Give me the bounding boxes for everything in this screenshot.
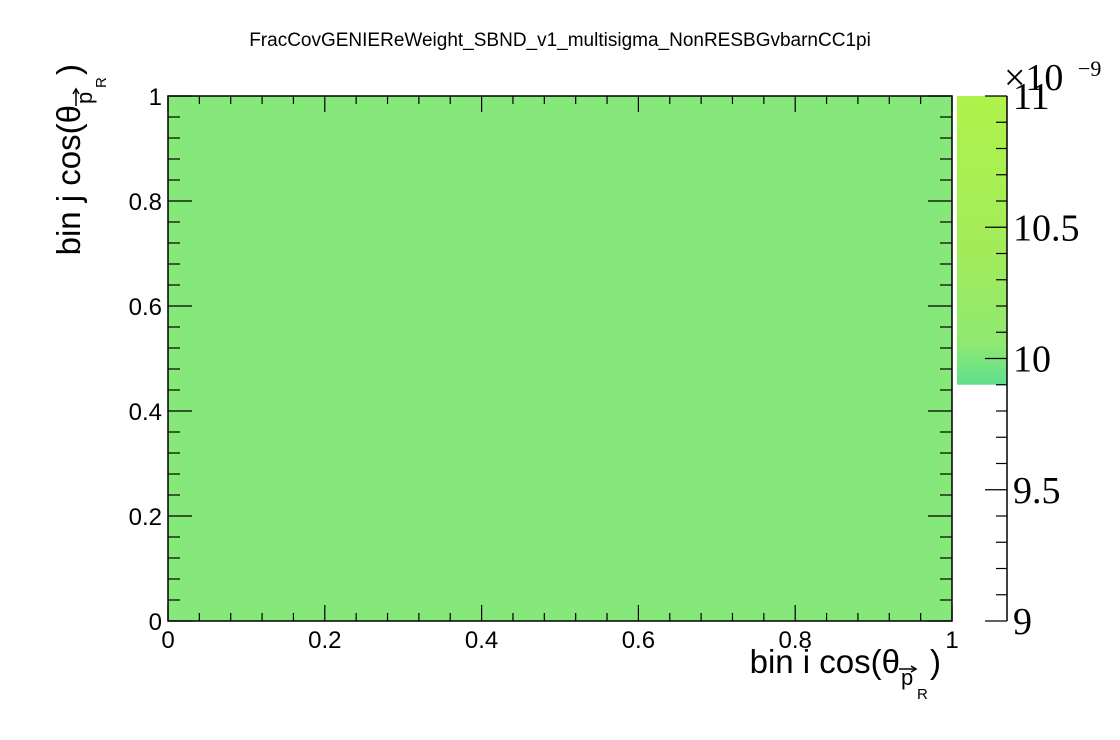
y-tick-label: 1 [149, 84, 162, 111]
y-axis-label-subscript: p [72, 92, 97, 104]
plot-frame [167, 95, 953, 622]
colorbar-tick-label: 10.5 [1013, 207, 1080, 249]
x-tick-label: 0.2 [308, 627, 341, 654]
y-axis-label-main: bin j cos(θ [50, 105, 87, 255]
colorbar-exponent-base: ×10 [1004, 57, 1063, 99]
y-axis-ticks [168, 95, 952, 622]
x-axis-label-main: bin i cos(θ [750, 643, 900, 680]
colorbar-tick-label: 10 [1013, 339, 1051, 381]
y-tick-label: 0.4 [129, 399, 162, 426]
x-tick-label: 0 [161, 627, 174, 654]
y-tick-label: 0 [149, 609, 162, 636]
x-axis-label-vector-arrow-head [910, 665, 918, 673]
x-tick-label: 1 [945, 627, 958, 654]
y-axis-label-sub-subscript: R [93, 77, 110, 88]
x-tick-label: 0.8 [779, 627, 812, 654]
y-axis-tick-labels: 0 0.2 0.4 0.6 0.8 1 [129, 84, 162, 636]
colorbar-tick-label: 9 [1013, 601, 1032, 643]
heatmap-cell-0 [168, 96, 952, 621]
colorbar-fill [957, 96, 1007, 385]
x-axis-label-sub-subscript: R [917, 686, 928, 703]
y-axis-label: bin j cos(θ p R ) [50, 64, 110, 255]
y-tick-label: 0.2 [129, 504, 162, 531]
heatmap-cells [168, 96, 952, 621]
y-tick-label: 0.8 [129, 189, 162, 216]
colorbar-tick-label: 9.5 [1013, 470, 1061, 512]
x-tick-label: 0.4 [465, 627, 498, 654]
colorbar-tick-label: 11 [1013, 76, 1050, 118]
colorbar-tick-labels: 9 9.5 10 10.5 11 [1013, 76, 1080, 643]
x-axis-tick-labels: 0 0.2 0.4 0.6 0.8 1 [161, 627, 958, 654]
y-tick-label: 0.6 [129, 294, 162, 321]
colorbar-ticks [985, 95, 1007, 622]
chart-title: FracCovGENIEReWeight_SBND_v1_multisigma_… [249, 30, 871, 51]
x-axis-label-subscript: p [901, 665, 913, 690]
x-axis-label-close: ) [930, 643, 941, 680]
colorbar-exponent: ×10 −9 [1004, 56, 1101, 99]
y-axis-label-close: ) [50, 64, 87, 75]
y-axis-label-vector-arrow-head [72, 87, 80, 95]
colorbar-exponent-power: −9 [1078, 56, 1101, 81]
x-axis-ticks [167, 96, 953, 621]
x-axis-label: bin i cos(θ p R ) [750, 643, 941, 703]
x-tick-label: 0.6 [622, 627, 655, 654]
